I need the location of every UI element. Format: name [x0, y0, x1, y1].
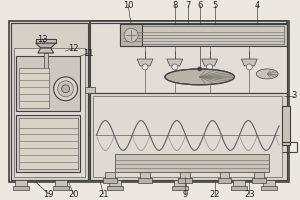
Bar: [140, 172, 150, 180]
Bar: [115, 154, 269, 172]
Bar: [14, 48, 85, 177]
Text: 7: 7: [185, 1, 190, 10]
Bar: [178, 178, 192, 183]
Polygon shape: [167, 59, 183, 66]
Bar: [120, 24, 287, 46]
Bar: [93, 96, 282, 177]
Bar: [218, 178, 231, 183]
Bar: [120, 24, 142, 46]
Bar: [90, 93, 287, 180]
Bar: [172, 186, 188, 190]
Text: 3: 3: [291, 91, 297, 100]
Bar: [16, 56, 80, 111]
Bar: [282, 106, 290, 145]
Bar: [19, 118, 77, 169]
Polygon shape: [36, 43, 56, 48]
Bar: [233, 180, 245, 188]
Text: 9: 9: [182, 190, 188, 199]
Bar: [16, 115, 80, 172]
Bar: [263, 180, 275, 188]
Bar: [53, 186, 69, 190]
Bar: [220, 172, 230, 180]
Bar: [90, 23, 287, 93]
Bar: [9, 21, 289, 182]
Bar: [15, 180, 27, 188]
Circle shape: [198, 67, 202, 71]
Text: 10: 10: [123, 1, 134, 10]
Text: 23: 23: [244, 190, 255, 199]
Bar: [11, 23, 88, 180]
Bar: [123, 26, 284, 44]
Bar: [107, 186, 123, 190]
Bar: [261, 186, 277, 190]
Text: 11: 11: [83, 49, 94, 58]
Bar: [55, 180, 67, 188]
Bar: [109, 180, 121, 188]
Bar: [90, 21, 287, 180]
Bar: [19, 68, 49, 108]
Circle shape: [207, 64, 213, 70]
Bar: [103, 178, 117, 183]
Text: 19: 19: [44, 190, 54, 199]
Ellipse shape: [165, 69, 234, 85]
Text: 4: 4: [255, 1, 260, 10]
Polygon shape: [36, 39, 56, 43]
Circle shape: [61, 85, 70, 93]
Text: 20: 20: [68, 190, 79, 199]
Bar: [254, 172, 264, 180]
Polygon shape: [202, 59, 218, 66]
Circle shape: [172, 64, 178, 70]
Bar: [85, 87, 95, 93]
Text: 12: 12: [68, 44, 79, 53]
Bar: [13, 186, 29, 190]
Bar: [105, 172, 115, 180]
Bar: [252, 178, 266, 183]
Text: 22: 22: [209, 190, 220, 199]
Bar: [138, 178, 152, 183]
Circle shape: [142, 64, 148, 70]
Bar: [231, 186, 247, 190]
Bar: [174, 180, 186, 188]
Polygon shape: [241, 59, 257, 66]
Circle shape: [58, 81, 74, 97]
Circle shape: [124, 28, 138, 42]
Bar: [44, 53, 48, 71]
Text: 6: 6: [197, 1, 202, 10]
Circle shape: [54, 77, 77, 101]
Text: 5: 5: [212, 1, 217, 10]
Text: 21: 21: [98, 190, 109, 199]
Text: 13: 13: [38, 35, 48, 44]
Polygon shape: [137, 59, 153, 66]
Circle shape: [246, 64, 252, 70]
Bar: [180, 172, 190, 180]
Text: 8: 8: [172, 1, 178, 10]
Polygon shape: [38, 48, 54, 53]
Ellipse shape: [256, 69, 278, 79]
